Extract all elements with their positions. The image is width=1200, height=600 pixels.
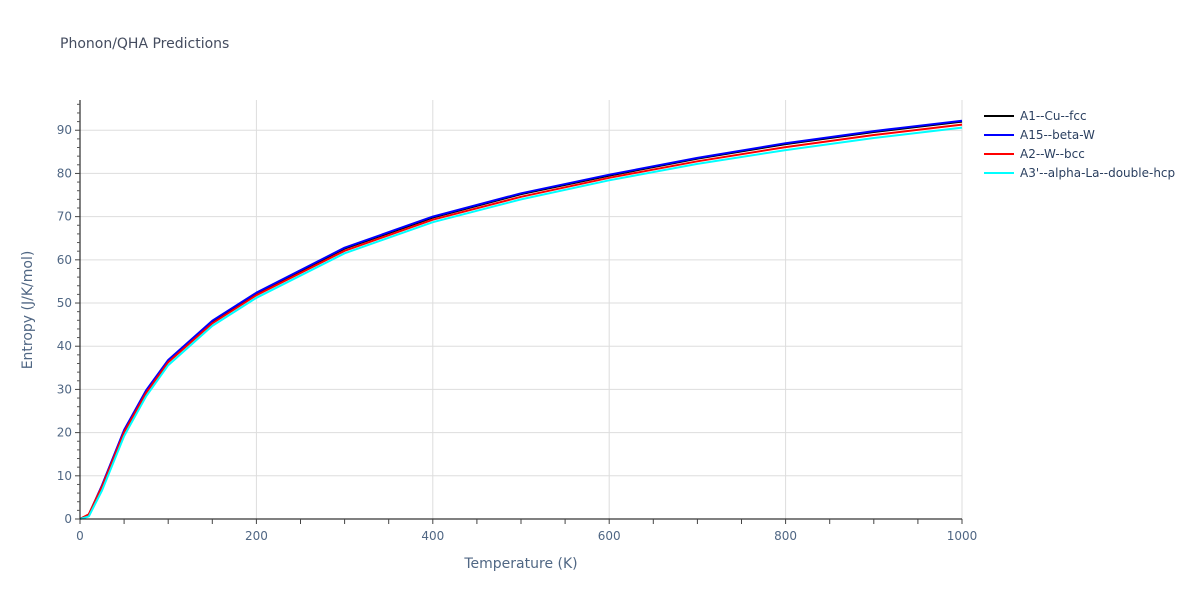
legend-swatch: [984, 152, 1014, 155]
gridlines: [80, 100, 963, 519]
legend-item-2[interactable]: A2--W--bcc: [984, 144, 1175, 163]
legend-item-1[interactable]: A15--beta-W: [984, 125, 1175, 144]
y-tick-label: 90: [57, 123, 72, 137]
legend-label: A1--Cu--fcc: [1020, 108, 1087, 123]
y-tick-label: 70: [57, 210, 72, 224]
x-axis-title: Temperature (K): [463, 556, 577, 572]
y-tick-label: 20: [57, 426, 72, 440]
legend-swatch: [984, 171, 1014, 174]
legend-item-3[interactable]: A3'--alpha-La--double-hcp: [984, 163, 1175, 182]
x-tick-label: 400: [421, 529, 444, 543]
data-series: [79, 119, 963, 520]
legend-swatch: [984, 114, 1014, 117]
legend-swatch: [984, 133, 1014, 136]
x-tick-label: 800: [774, 529, 797, 543]
y-tick-label: 30: [57, 382, 72, 396]
legend-label: A15--beta-W: [1020, 127, 1095, 142]
y-tick-label: 0: [64, 512, 72, 526]
y-tick-label: 40: [57, 339, 72, 353]
axes: 0 10 20 30 40 50 60 70 80 90 0 200 400 600 800 1000: [57, 100, 978, 543]
series-line-2: [79, 123, 963, 520]
series-line-1: [79, 119, 963, 520]
y-axis-title: Entropy (J/K/mol): [20, 251, 36, 370]
y-tick-label: 50: [57, 296, 72, 310]
y-tick-label: 80: [57, 166, 72, 180]
series-line-3: [79, 126, 963, 520]
y-tick-label: 10: [57, 469, 72, 483]
x-tick-label: 200: [245, 529, 268, 543]
x-tick-label: 0: [76, 529, 84, 543]
legend-item-0[interactable]: A1--Cu--fcc: [984, 106, 1175, 125]
legend-label: A2--W--bcc: [1020, 146, 1085, 161]
legend-label: A3'--alpha-La--double-hcp: [1020, 165, 1176, 180]
y-tick-label: 60: [57, 253, 72, 267]
legend: A1--Cu--fcc A15--beta-W A2--W--bcc A3'--alp…: [984, 106, 1175, 182]
x-tick-label: 1000: [947, 529, 978, 543]
chart-title: Phonon/QHA Predictions: [60, 36, 230, 52]
x-tick-label: 600: [598, 529, 621, 543]
